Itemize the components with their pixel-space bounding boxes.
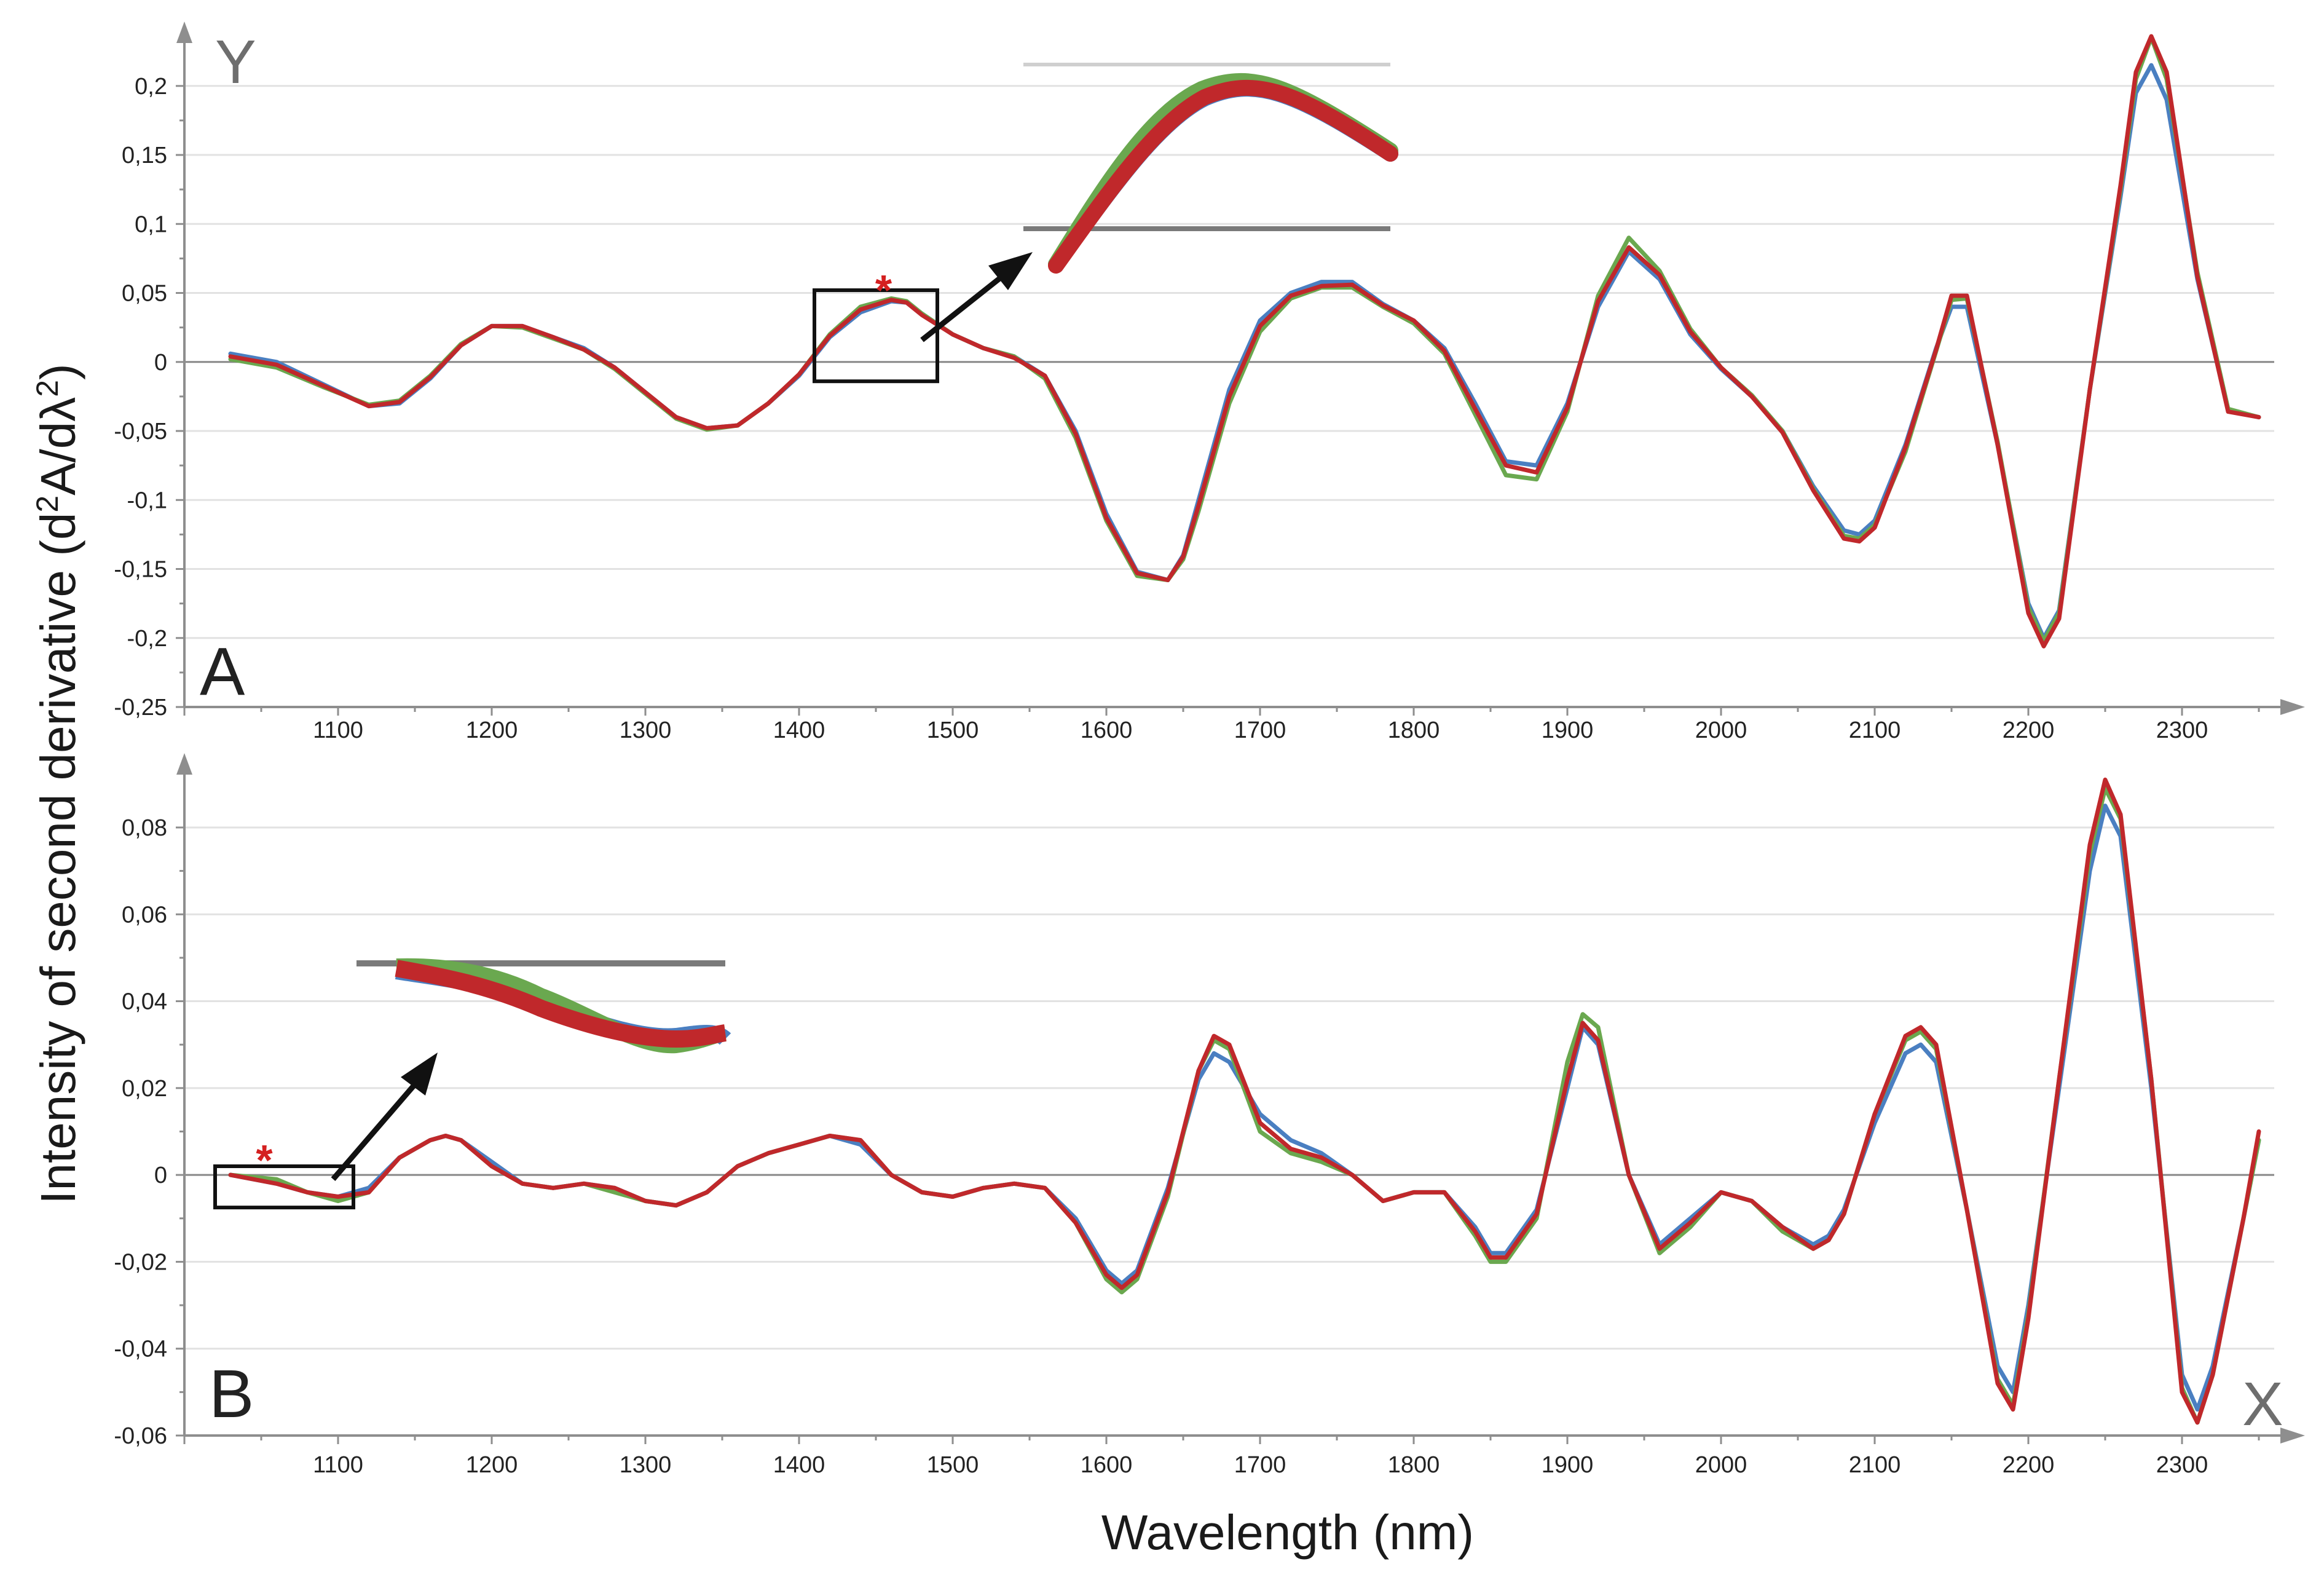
panel-a-series-green	[228, 35, 2261, 643]
panel-a-y-tick-label: 0,05	[122, 281, 167, 307]
panel-b-x-tick-label: 2000	[1695, 1452, 1747, 1478]
y-axis-title-pre: Intensity of second derivative (d	[31, 513, 85, 1204]
panel-b-gridlines	[184, 826, 2274, 1437]
panel-b-x-tick-label: 1600	[1081, 1452, 1133, 1478]
panel-b-inset	[356, 958, 731, 1054]
panel-b-series-red	[228, 777, 2261, 1425]
panel-a-x-tick-label: 1900	[1542, 717, 1594, 743]
panel-a-y-tick-label: -0,15	[114, 557, 167, 583]
panel-b-y-tick-label: -0,04	[114, 1337, 167, 1362]
panel-a-y-tick-label: 0,2	[135, 74, 167, 100]
panel-a-x-tick-label: 1100	[313, 717, 363, 743]
panel-b-x-tick-label: 1200	[466, 1452, 518, 1478]
panel-a-x-tick-label: 1500	[927, 717, 979, 743]
panel-a-y-tick-label: -0,25	[114, 695, 167, 721]
panel-a-x-tick-label: 1600	[1081, 717, 1133, 743]
panel-a-series-blue	[228, 63, 2261, 641]
panel-a-y-tick-label: 0,15	[122, 143, 167, 168]
panel-b-x-tick-label: 1300	[620, 1452, 672, 1478]
panel-b-series	[228, 777, 2261, 1425]
panel-a-zoom-arrow	[920, 252, 1033, 342]
panel-b-x-tick-label: 1900	[1542, 1452, 1594, 1478]
panel-a-zoom-rect	[813, 288, 939, 384]
panel-b-x-tick-label: 1700	[1234, 1452, 1286, 1478]
panel-a-x-tick-label: 2100	[1849, 717, 1901, 743]
panel-b-axes	[176, 753, 2305, 1444]
panel-a-x-tick-label: 1700	[1234, 717, 1286, 743]
panel-b-x-axis-arrow	[2280, 1428, 2305, 1444]
panel-a-x-tick-label: 1200	[466, 717, 518, 743]
panel-a-y-ticks: 0,2 0,15 0,1 0,05 0 -0,05 -0,1 -0,15 -0,2 -0,25	[114, 74, 184, 721]
panel-b-series-green	[228, 786, 2261, 1425]
panel-a-x-tick-label: 2300	[2156, 717, 2208, 743]
panel-a-inset-red-curve	[1048, 79, 1398, 274]
panel-a-y-tick-label: -0,1	[127, 488, 167, 513]
panel-a-y-tick-label: -0,2	[127, 626, 167, 652]
panel-b-x-tick-label: 1100	[313, 1452, 363, 1478]
y-axis-title-mid: A/dλ	[31, 397, 85, 496]
panel-b-inset-red-curve	[395, 960, 727, 1048]
panel-a-y-tick-label: -0,05	[114, 419, 167, 444]
y-axis-title-sup2: 2	[30, 380, 65, 397]
panel-a-y-axis-arrow	[176, 22, 192, 43]
panel-a-series-red	[228, 34, 2261, 649]
panel-a-x-tick-label: 2200	[2003, 717, 2055, 743]
panel-b-zoom-rect	[213, 1164, 355, 1210]
y-axis-title-post: )	[31, 363, 85, 380]
panel-b-y-tick-label: 0,06	[122, 902, 167, 928]
panel-b-y-ticks: 0,08 0,06 0,04 0,02 0 -0,02 -0,04 -0,06	[114, 815, 184, 1449]
panel-b-x-tick-label: 1500	[927, 1452, 979, 1478]
panel-b-zoom-arrow	[331, 1053, 438, 1181]
panel-b-x-tick-label: 2200	[2003, 1452, 2055, 1478]
panel-b-y-axis-arrow	[176, 753, 192, 775]
panel-b-zoom-box	[213, 1164, 355, 1210]
x-axis-letter: X	[2242, 1370, 2283, 1439]
panel-b-y-tick-label: 0	[154, 1163, 167, 1188]
panel-a-zoom-box	[813, 288, 939, 384]
panel-a-x-tick-label: 1800	[1388, 717, 1440, 743]
panel-b-x-tick-label: 1400	[773, 1452, 825, 1478]
panel-a-x-tick-label: 2000	[1695, 717, 1747, 743]
panel-b-y-tick-label: -0,02	[114, 1249, 167, 1275]
panel-b-asterisk: *	[256, 1136, 273, 1184]
panel-a-asterisk: *	[875, 266, 892, 314]
panel-b-label: B	[209, 1356, 254, 1432]
panel-b-x-tick-label: 2300	[2156, 1452, 2208, 1478]
panel-a-y-tick-label: 0	[154, 350, 167, 376]
panel-b-series-blue	[228, 804, 2261, 1412]
panel-a-label: A	[200, 634, 245, 709]
panel-a-series	[228, 34, 2261, 649]
panel-a-inset	[1023, 63, 1398, 274]
panel-a-y-tick-label: 0,1	[135, 211, 167, 237]
y-axis-title-sup1: 2	[30, 496, 65, 513]
panel-a-x-tick-label: 1300	[620, 717, 672, 743]
panel-b-x-ticks: 1100 1200 1300 1400 1500 1600 1700 1800 1900 2000…	[183, 1436, 2260, 1478]
panel-a-x-ticks: 1100 1200 1300 1400 1500 1600 1700 1800 1900 2000…	[183, 707, 2260, 743]
panel-a-x-tick-label: 1400	[773, 717, 825, 743]
panel-b: 0,08 0,06 0,04 0,02 0 -0,02 -0,04 -0,06 1100 120…	[114, 753, 2305, 1478]
panel-b-y-tick-label: -0,06	[114, 1423, 167, 1449]
panel-b-y-tick-label: 0,02	[122, 1076, 167, 1102]
panel-b-x-tick-label: 1800	[1388, 1452, 1440, 1478]
panel-b-y-tick-label: 0,04	[122, 989, 167, 1015]
panel-b-x-tick-label: 2100	[1849, 1452, 1901, 1478]
x-axis-title: Wavelength (nm)	[1101, 1505, 1474, 1560]
panel-a-inset-green-curve	[1048, 73, 1398, 272]
panel-a-x-axis-arrow	[2280, 699, 2305, 715]
y-axis-title: Intensity of second derivative (d2A/dλ2)	[30, 363, 85, 1204]
panel-a: 0,2 0,15 0,1 0,05 0 -0,05 -0,1 -0,15 -0,2 -0,25 1…	[114, 22, 2305, 743]
panel-a-axes	[176, 22, 2305, 715]
panel-b-y-tick-label: 0,08	[122, 815, 167, 841]
